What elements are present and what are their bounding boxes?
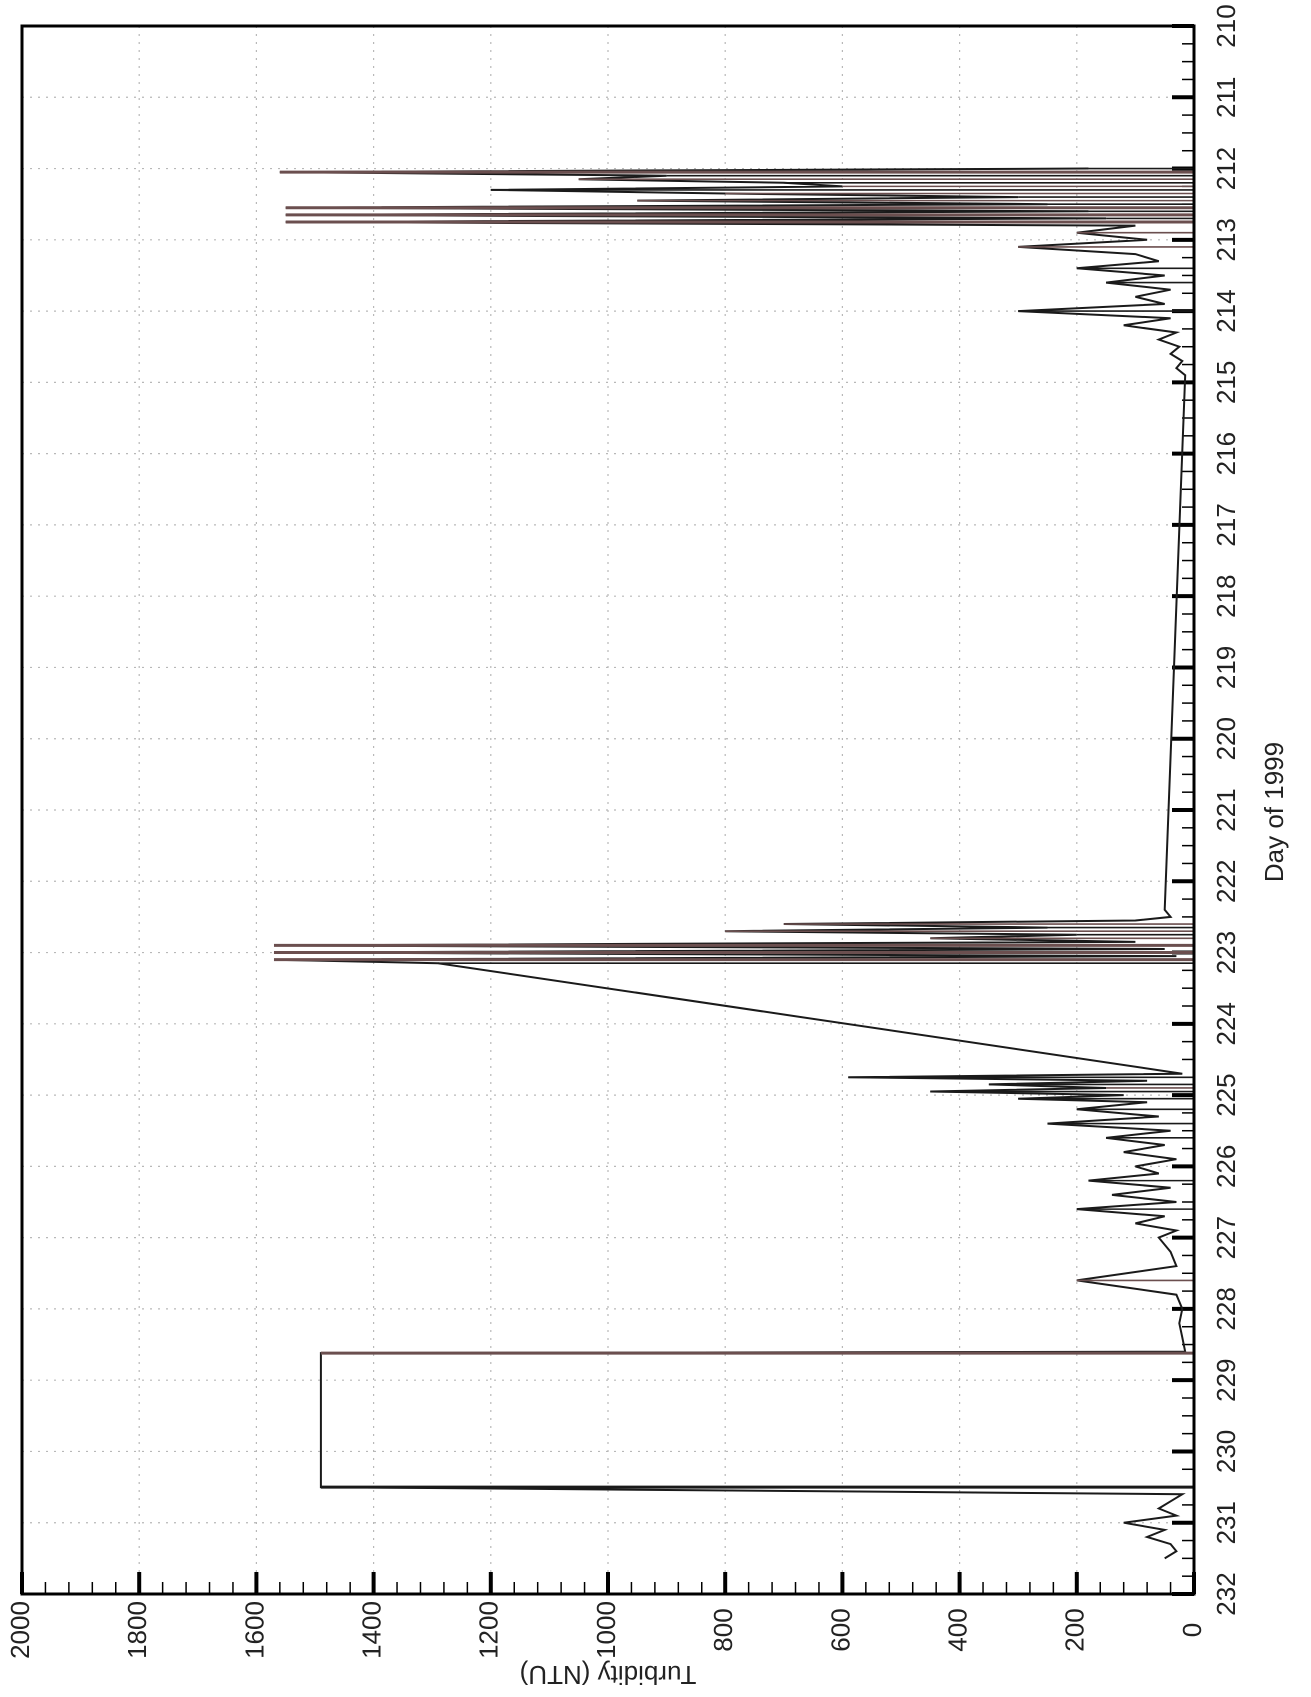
x-tick-label: 211 [1211, 77, 1241, 118]
plot-frame [20, 24, 1196, 1596]
y-tick-label: 1400 [356, 1601, 386, 1659]
x-tick-label: 229 [1211, 1358, 1241, 1401]
x-tick-label: 231 [1211, 1501, 1241, 1544]
x-tick-label: 217 [1211, 503, 1241, 546]
x-tick-label: 228 [1211, 1287, 1241, 1330]
y-axis-ticks [20, 1572, 1196, 1594]
y-tick-label: 1200 [474, 1601, 504, 1659]
y-tick-label: 1800 [122, 1601, 152, 1659]
x-axis-ticks [1172, 24, 1194, 1596]
x-tick-label: 213 [1211, 218, 1241, 261]
series-0-line [273, 167, 1194, 1560]
y-tick-label: 0 [1177, 1623, 1207, 1637]
x-tick-label: 232 [1211, 1572, 1241, 1615]
y-tick-label: 2000 [5, 1601, 35, 1659]
y-tick-label: 1600 [239, 1601, 269, 1659]
y-axis-title: Turbidity (NTU) [520, 1660, 697, 1690]
x-tick-label: 226 [1211, 1145, 1241, 1188]
x-tick-label: 215 [1211, 361, 1241, 404]
x-tick-label: 214 [1211, 289, 1241, 332]
x-tick-label: 223 [1211, 931, 1241, 974]
x-axis-title: Day of 1999 [1259, 742, 1289, 882]
y-tick-labels: 0 200 400 600 800 1000 1200 1400 1600 1800 2000 [5, 1601, 1207, 1659]
x-tick-label: 212 [1211, 147, 1241, 190]
x-tick-label: 219 [1211, 646, 1241, 689]
x-tick-label: 224 [1211, 1002, 1241, 1045]
x-tick-label: 218 [1211, 574, 1241, 617]
y-tick-label: 200 [1060, 1608, 1090, 1651]
x-tick-label: 230 [1211, 1430, 1241, 1473]
x-tick-labels: 210 211 212 213 214 215 216 217 218 219 220 221 222 2… [1211, 4, 1241, 1615]
grid-lines [22, 26, 1194, 1594]
series-0-polyline [273, 167, 1187, 1560]
x-tick-label: 222 [1211, 860, 1241, 903]
y-tick-label: 800 [708, 1608, 738, 1651]
x-tick-label: 220 [1211, 717, 1241, 760]
y-tick-label: 1000 [591, 1601, 621, 1659]
x-tick-label: 221 [1211, 788, 1241, 831]
x-tick-label: 225 [1211, 1073, 1241, 1116]
x-tick-label: 210 [1211, 4, 1241, 47]
x-tick-label: 216 [1211, 432, 1241, 475]
y-tick-label: 600 [825, 1608, 855, 1651]
x-tick-label: 227 [1211, 1216, 1241, 1259]
y-tick-label: 400 [942, 1608, 972, 1651]
